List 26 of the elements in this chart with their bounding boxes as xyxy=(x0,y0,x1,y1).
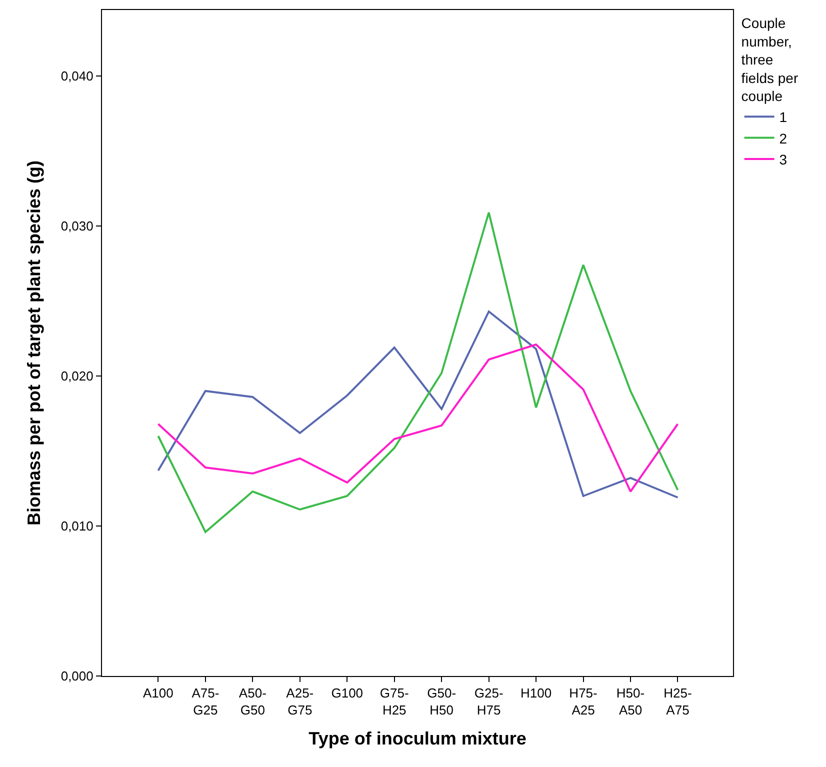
x-tick-label: A50-G50 xyxy=(238,686,266,718)
line-series xyxy=(157,212,679,533)
y-tick-label: 0,030 xyxy=(60,218,94,234)
line-series xyxy=(157,310,679,498)
legend-label: 1 xyxy=(779,109,788,126)
x-tick-label: H75-A25 xyxy=(569,686,598,718)
line-series xyxy=(157,344,679,492)
y-tick-label: 0,020 xyxy=(60,368,94,384)
legend-label: 2 xyxy=(779,130,788,146)
y-tick-label: 0,010 xyxy=(60,518,94,534)
x-tick-label: G75-H25 xyxy=(380,686,409,718)
x-tick-label: H25-A75 xyxy=(664,686,692,718)
x-tick-label: G25-H75 xyxy=(474,686,504,718)
x-tick-label: G100 xyxy=(331,686,364,701)
legend-label: 3 xyxy=(779,151,788,168)
legend-title: Couple number, three fields per couple xyxy=(741,15,798,104)
x-tick-label: A100 xyxy=(143,686,174,701)
x-tick-label: H50-A50 xyxy=(616,686,645,718)
x-tick-label: A75-G25 xyxy=(192,686,220,718)
x-tick-label: H100 xyxy=(520,686,552,701)
y-tick-label: 0,040 xyxy=(60,68,94,84)
x-tick-label: A25-G75 xyxy=(286,686,314,718)
y-axis-title: Biomass per pot of target plant species (g) xyxy=(24,160,44,526)
x-axis-title: Type of inoculum mixture xyxy=(308,728,526,749)
x-tick-label: G50-H50 xyxy=(427,686,456,718)
y-tick-label: 0,000 xyxy=(60,668,94,684)
